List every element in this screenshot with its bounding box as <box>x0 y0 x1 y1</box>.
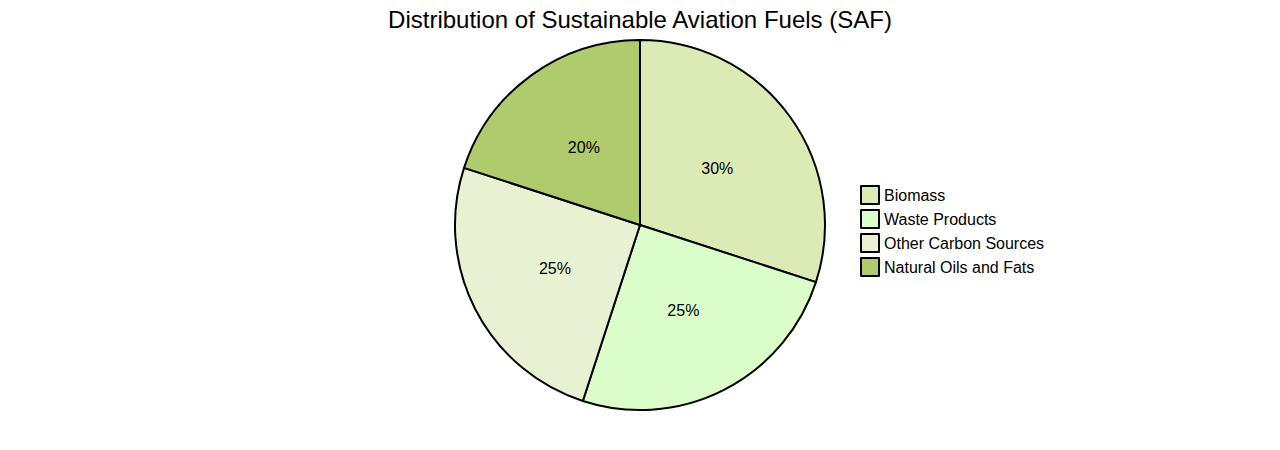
svg-text:30%: 30% <box>701 160 733 177</box>
svg-text:Waste Products: Waste Products <box>884 211 996 228</box>
svg-text:Distribution of Sustainable Av: Distribution of Sustainable Aviation Fue… <box>388 6 892 33</box>
svg-text:20%: 20% <box>568 139 600 156</box>
svg-text:25%: 25% <box>667 302 699 319</box>
svg-text:Biomass: Biomass <box>884 187 945 204</box>
svg-text:Other Carbon Sources: Other Carbon Sources <box>884 235 1044 252</box>
svg-text:25%: 25% <box>539 260 571 277</box>
svg-text:Natural Oils and Fats: Natural Oils and Fats <box>884 259 1034 276</box>
